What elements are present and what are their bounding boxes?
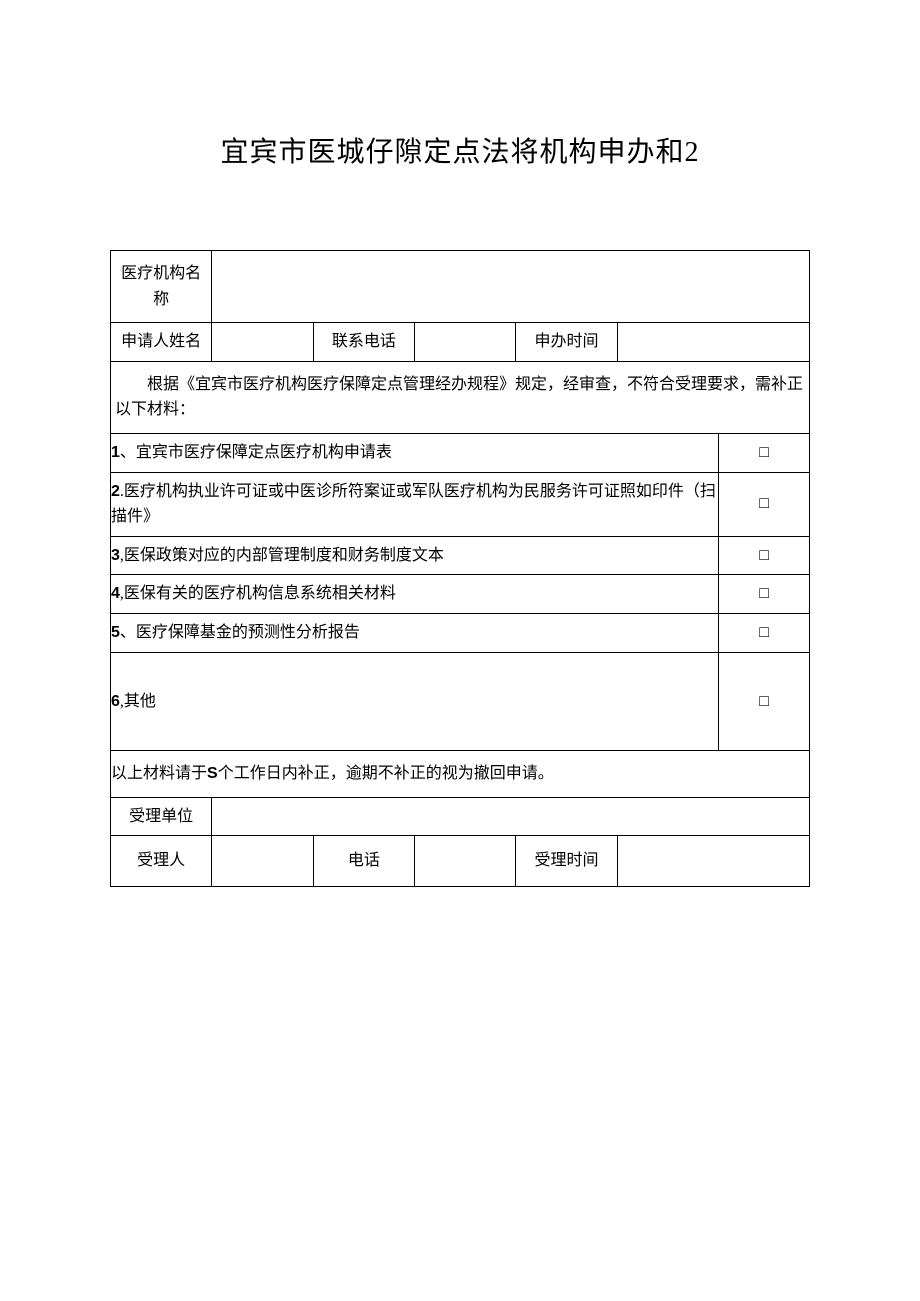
footer-note-bold: S — [207, 765, 218, 782]
item-text-2: 2.医疗机构执业许可证或中医诊所符案证或军队医疗机构为民服务许可证照如印件（扫描… — [111, 472, 719, 536]
row-footer-note: 以上材料请于S个工作日内补正，逾期不补正的视为撤回申请。 — [111, 751, 810, 798]
item-sep-1: 、 — [120, 444, 136, 461]
item-body-4: 医保有关的医疗机构信息系统相关材料 — [124, 585, 396, 602]
value-phone[interactable] — [415, 323, 516, 362]
row-instruction: 根据《宜宾市医疗机构医疗保障定点管理经办规程》规定，经审查，不符合受理要求，需补… — [111, 361, 810, 433]
item-row-1: 1、宜宾市医疗保障定点医疗机构申请表 □ — [111, 433, 810, 472]
item-body-1: 宜宾市医疗保障定点医疗机构申请表 — [136, 444, 392, 461]
item-prefix-5: 5 — [111, 624, 120, 641]
item-body-6: 其他 — [124, 693, 156, 710]
item-body-2: 医疗机构执业许可证或中医诊所符案证或军队医疗机构为民服务许可证照如印件（扫描件》 — [111, 483, 716, 526]
item-row-6: 6,其他 □ — [111, 652, 810, 751]
label-institution-name: 医疗机构名称 — [111, 251, 212, 323]
item-text-3: 3,医保政策对应的内部管理制度和财务制度文本 — [111, 536, 719, 575]
footer-note-prefix: 以上材料请于 — [111, 765, 207, 782]
item-sep-5: 、 — [120, 624, 136, 641]
value-apply-time[interactable] — [617, 323, 809, 362]
item-row-2: 2.医疗机构执业许可证或中医诊所符案证或军队医疗机构为民服务许可证照如印件（扫描… — [111, 472, 810, 536]
item-prefix-1: 1 — [111, 444, 120, 461]
item-text-1: 1、宜宾市医疗保障定点医疗机构申请表 — [111, 433, 719, 472]
row-applicant: 申请人姓名 联系电话 申办时间 — [111, 323, 810, 362]
value-accept-unit[interactable] — [212, 797, 810, 836]
row-institution-name: 医疗机构名称 — [111, 251, 810, 323]
item-row-3: 3,医保政策对应的内部管理制度和财务制度文本 □ — [111, 536, 810, 575]
item-text-6: 6,其他 — [111, 652, 719, 751]
footer-note-text: 以上材料请于S个工作日内补正，逾期不补正的视为撤回申请。 — [111, 751, 810, 798]
item-body-5: 医疗保障基金的预测性分析报告 — [136, 624, 360, 641]
item-checkbox-3[interactable]: □ — [719, 536, 810, 575]
document-title: 宜宾市医城仔隙定点法将机构申办和2 — [110, 130, 810, 170]
item-prefix-6: 6 — [111, 693, 120, 710]
value-applicant-name[interactable] — [212, 323, 313, 362]
document-page: 宜宾市医城仔隙定点法将机构申办和2 医疗机构名称 申请人姓名 联系电话 申办时间… — [0, 0, 920, 887]
item-row-5: 5、医疗保障基金的预测性分析报告 □ — [111, 613, 810, 652]
item-checkbox-6[interactable]: □ — [719, 652, 810, 751]
footer-note-suffix: 个工作日内补正，逾期不补正的视为撤回申请。 — [218, 765, 554, 782]
item-prefix-4: 4 — [111, 585, 120, 602]
item-text-5: 5、医疗保障基金的预测性分析报告 — [111, 613, 719, 652]
label-applicant-name: 申请人姓名 — [111, 323, 212, 362]
item-checkbox-1[interactable]: □ — [719, 433, 810, 472]
row-acceptor: 受理人 电话 受理时间 — [111, 836, 810, 887]
label-acceptor: 受理人 — [111, 836, 212, 887]
item-row-4: 4,医保有关的医疗机构信息系统相关材料 □ — [111, 575, 810, 614]
item-checkbox-4[interactable]: □ — [719, 575, 810, 614]
label-accept-unit: 受理单位 — [111, 797, 212, 836]
item-prefix-3: 3 — [111, 547, 120, 564]
value-accept-time[interactable] — [617, 836, 809, 887]
item-checkbox-2[interactable]: □ — [719, 472, 810, 536]
item-body-3: 医保政策对应的内部管理制度和财务制度文本 — [124, 547, 444, 564]
row-accept-unit: 受理单位 — [111, 797, 810, 836]
label-acceptor-phone: 电话 — [313, 836, 414, 887]
item-checkbox-5[interactable]: □ — [719, 613, 810, 652]
label-phone: 联系电话 — [313, 323, 414, 362]
item-text-4: 4,医保有关的医疗机构信息系统相关材料 — [111, 575, 719, 614]
label-accept-time: 受理时间 — [516, 836, 617, 887]
instruction-text: 根据《宜宾市医疗机构医疗保障定点管理经办规程》规定，经审查，不符合受理要求，需补… — [111, 361, 810, 433]
value-acceptor[interactable] — [212, 836, 313, 887]
label-apply-time: 申办时间 — [516, 323, 617, 362]
value-acceptor-phone[interactable] — [415, 836, 516, 887]
form-table: 医疗机构名称 申请人姓名 联系电话 申办时间 根据《宜宾市医疗机构医疗保障定点管… — [110, 250, 810, 887]
item-prefix-2: 2 — [111, 483, 120, 500]
value-institution-name[interactable] — [212, 251, 810, 323]
